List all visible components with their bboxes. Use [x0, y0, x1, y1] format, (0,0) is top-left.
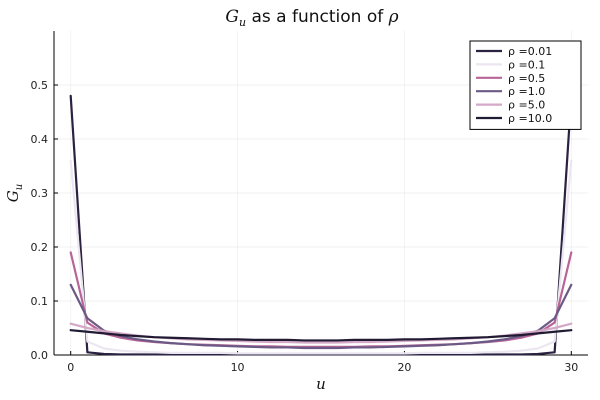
- svg-text:Gu: Gu: [4, 184, 25, 202]
- title-sub: u: [239, 16, 246, 29]
- legend-box: [469, 40, 582, 130]
- y-tick-label: 0.2: [31, 241, 49, 254]
- series-lines: [69, 94, 573, 356]
- legend-entry: ρ =0.5: [508, 72, 545, 85]
- legend: ρ =0.01ρ =0.1ρ =0.5ρ =1.0ρ =5.0ρ =10.0: [469, 40, 582, 130]
- x-tick-label: 20: [397, 361, 411, 374]
- series-line-4: [69, 283, 573, 350]
- legend-entry: ρ =1.0: [508, 85, 545, 98]
- title-rest: as a function of: [246, 7, 389, 27]
- y-tick-label: 0.1: [31, 295, 49, 308]
- tick-labels: 0 10 20 30 0.0 0.1 0.2 0.3 0.4 0.5: [31, 79, 579, 374]
- legend-entry: ρ =10.0: [508, 112, 552, 125]
- y-tick-label: 0.5: [31, 79, 49, 92]
- x-axis-label: u: [316, 375, 326, 393]
- title-rho: ρ: [388, 7, 399, 27]
- y-tick-label: 0.4: [31, 133, 49, 146]
- title-main: G: [225, 7, 239, 27]
- legend-entry: ρ =0.01: [508, 45, 552, 58]
- y-axis-label-main: G: [4, 190, 22, 202]
- series-line-2: [69, 159, 573, 355]
- x-tick-label: 0: [67, 361, 74, 374]
- series-line-6: [69, 329, 573, 342]
- y-tick-label: 0.0: [31, 349, 49, 362]
- y-axis-label: Gu: [4, 184, 25, 202]
- chart-title: Gu as a function of ρ: [225, 7, 398, 29]
- x-tick-label: 10: [231, 361, 245, 374]
- legend-entry: ρ =5.0: [508, 99, 545, 112]
- y-axis-label-sub: u: [14, 184, 25, 190]
- x-tick-label: 30: [564, 361, 578, 374]
- legend-entry: ρ =0.1: [508, 58, 545, 71]
- y-tick-label: 0.3: [31, 187, 49, 200]
